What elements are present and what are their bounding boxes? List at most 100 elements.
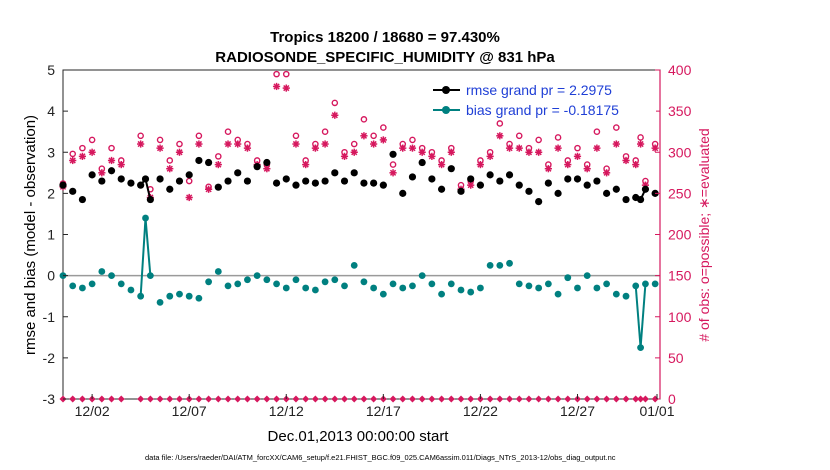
rmse-point bbox=[340, 177, 349, 185]
x-axis-label: Dec.01,2013 00:00:00 start bbox=[268, 428, 450, 445]
y-axis-right-label: # of obs: o=possible; ∗=evaluated bbox=[696, 128, 712, 341]
footer-data-file: data file: /Users/raeder/DAI/ATM_forcXX/… bbox=[145, 453, 616, 462]
possible-obs-point bbox=[360, 116, 368, 123]
evaluated-obs-point bbox=[651, 144, 659, 152]
evaluated-obs-point bbox=[632, 160, 640, 169]
baseline-marker bbox=[612, 395, 620, 403]
bias-point bbox=[98, 268, 106, 275]
y-right-tick-label: 100 bbox=[668, 309, 692, 325]
rmse-point bbox=[253, 163, 261, 171]
evaluated-obs-point bbox=[98, 169, 106, 177]
bias-point bbox=[282, 284, 290, 292]
asterisk-stroke bbox=[448, 149, 455, 156]
asterisk-stroke bbox=[69, 157, 76, 164]
asterisk-stroke bbox=[108, 157, 115, 164]
baseline-marker bbox=[108, 395, 116, 403]
rmse-point bbox=[224, 177, 232, 185]
rmse-point bbox=[146, 195, 154, 204]
possible-obs-point bbox=[380, 124, 387, 131]
rmse-point bbox=[428, 175, 436, 183]
bias-point bbox=[137, 292, 145, 300]
chart-title: Tropics 18200 / 18680 = 97.430% bbox=[270, 29, 500, 46]
bias-point bbox=[360, 278, 368, 286]
rmse-point bbox=[292, 181, 300, 189]
rmse-point bbox=[389, 150, 397, 158]
asterisk-stroke bbox=[593, 145, 601, 152]
baseline-marker bbox=[311, 395, 319, 403]
bias-point bbox=[574, 284, 581, 292]
evaluated-obs-point bbox=[340, 152, 349, 160]
possible-obs-point bbox=[574, 144, 581, 152]
possible-obs-point bbox=[515, 132, 523, 140]
rmse-point bbox=[205, 158, 213, 167]
asterisk-stroke bbox=[166, 165, 173, 172]
rmse-point bbox=[593, 177, 601, 185]
bias-point bbox=[544, 280, 552, 288]
rmse-point bbox=[185, 171, 193, 179]
asterisk-stroke bbox=[574, 153, 581, 160]
evaluated-obs-point bbox=[331, 111, 339, 119]
bias-point bbox=[379, 290, 387, 298]
possible-obs-point bbox=[409, 136, 416, 144]
rmse-point bbox=[476, 181, 485, 189]
rmse-point bbox=[457, 187, 465, 195]
rmse-point bbox=[117, 175, 125, 183]
evaluated-obs-point bbox=[428, 152, 436, 160]
baseline-marker bbox=[370, 395, 378, 403]
legend-box bbox=[428, 80, 656, 120]
bias-point bbox=[535, 284, 543, 292]
baseline-marker bbox=[535, 395, 543, 403]
bias-point bbox=[603, 280, 611, 288]
baseline-marker bbox=[117, 395, 125, 403]
rmse-point bbox=[370, 179, 378, 187]
possible-obs-point bbox=[292, 132, 300, 140]
possible-obs-point bbox=[613, 124, 620, 131]
legend-bias-marker bbox=[442, 106, 450, 114]
evaluated-obs-point bbox=[117, 160, 125, 169]
asterisk-stroke bbox=[118, 161, 125, 168]
baseline-marker bbox=[69, 395, 77, 403]
asterisk-stroke bbox=[137, 140, 144, 148]
baseline-marker bbox=[641, 395, 649, 403]
bias-point bbox=[185, 292, 193, 300]
evaluated-obs-point bbox=[437, 160, 446, 169]
baseline-marker bbox=[224, 395, 232, 403]
bias-point bbox=[399, 284, 407, 292]
rmse-point bbox=[282, 175, 290, 183]
y-right-tick-label: 250 bbox=[668, 185, 692, 201]
evaluated-obs-point bbox=[496, 132, 504, 140]
baseline-marker bbox=[195, 395, 203, 403]
y-tick-label: 1 bbox=[47, 227, 55, 243]
baseline-marker bbox=[428, 395, 436, 403]
bias-point bbox=[418, 272, 426, 280]
bias-line-segment bbox=[144, 217, 152, 276]
rmse-point bbox=[321, 177, 329, 185]
asterisk-stroke bbox=[341, 153, 348, 160]
possible-obs-point bbox=[224, 128, 232, 135]
rmse-point bbox=[418, 158, 426, 167]
y-tick-label: 2 bbox=[47, 185, 55, 201]
y-right-tick-label: 50 bbox=[668, 350, 684, 366]
baseline-marker bbox=[515, 395, 523, 403]
evaluated-obs-point bbox=[88, 148, 96, 156]
evaluated-obs-point bbox=[214, 160, 222, 169]
bias-point bbox=[263, 276, 271, 284]
y-right-tick-label: 300 bbox=[668, 144, 692, 160]
bias-point bbox=[117, 280, 125, 288]
asterisk-stroke bbox=[244, 145, 251, 152]
baseline-marker bbox=[98, 395, 106, 403]
baseline-marker bbox=[321, 395, 329, 403]
bias-point bbox=[409, 282, 416, 290]
baseline-marker bbox=[350, 395, 358, 403]
baseline-marker bbox=[399, 395, 407, 403]
rmse-point bbox=[69, 187, 77, 195]
asterisk-stroke bbox=[79, 153, 86, 160]
asterisk-stroke bbox=[637, 140, 644, 148]
baseline-marker bbox=[637, 395, 645, 403]
asterisk-stroke bbox=[312, 145, 319, 152]
baseline-marker bbox=[253, 395, 261, 403]
rmse-point bbox=[564, 175, 572, 183]
y-tick-label: 3 bbox=[47, 144, 55, 160]
asterisk-stroke bbox=[419, 149, 426, 156]
evaluated-obs-point bbox=[583, 165, 591, 173]
